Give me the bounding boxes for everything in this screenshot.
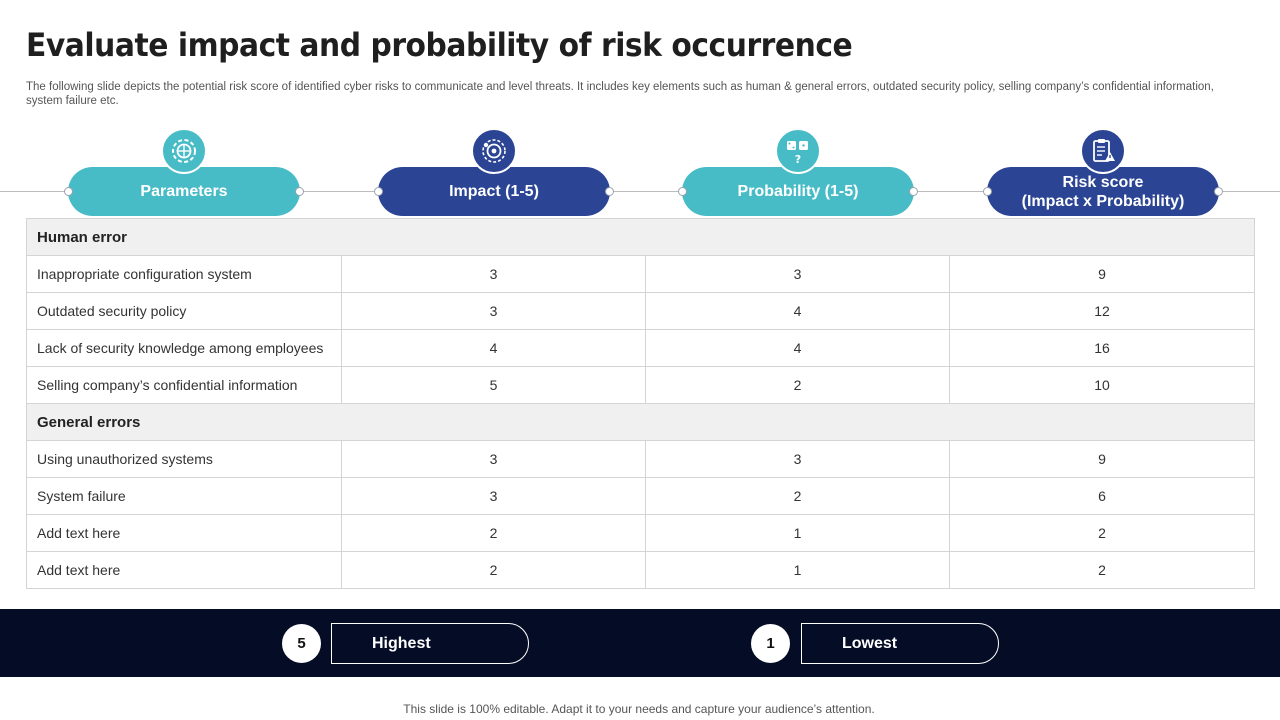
parameter-cell: Inappropriate configuration system — [26, 255, 342, 293]
header-parameters-label: Parameters — [140, 183, 228, 200]
section-title: General errors — [25, 403, 1256, 441]
table-row: System failure 3 2 6 — [26, 477, 1256, 515]
footer-note: This slide is 100% editable. Adapt it to… — [403, 702, 875, 716]
table-row: Add text here 2 1 2 — [26, 551, 1256, 589]
probability-cell: 3 — [645, 255, 950, 293]
impact-cell: 4 — [341, 329, 646, 367]
table-row: Inappropriate configuration system 3 3 9 — [26, 255, 1256, 293]
legend-highest: Highest — [331, 623, 529, 664]
parameter-cell: Add text here — [26, 514, 342, 552]
connector-dot — [374, 187, 383, 196]
table-row: Selling company’s confidential informati… — [26, 366, 1256, 404]
legend-lowest-number: 1 — [751, 624, 790, 663]
risk-score-line2: (Impact x Probability) — [1021, 192, 1185, 210]
svg-text:?: ? — [795, 153, 801, 166]
legend-highest-number: 5 — [282, 624, 321, 663]
impact-cell: 5 — [341, 366, 646, 404]
section-row: Human error — [25, 218, 1256, 256]
page-subtitle: The following slide depicts the potentia… — [26, 81, 1214, 107]
settings-gear-icon — [161, 128, 207, 174]
risk-score-cell: 2 — [948, 551, 1256, 589]
table-row: Using unauthorized systems 3 3 9 — [26, 440, 1256, 478]
risk-score-cell: 16 — [948, 329, 1256, 367]
probability-cell: 3 — [645, 440, 950, 478]
risk-score-cell: 6 — [948, 477, 1256, 515]
probability-cell: 4 — [645, 329, 950, 367]
connector-dot — [909, 187, 918, 196]
probability-cell: 1 — [645, 514, 950, 552]
connector-dot — [295, 187, 304, 196]
connector-dot — [1214, 187, 1223, 196]
table-row: Lack of security knowledge among employe… — [26, 329, 1256, 367]
header-probability-label: Probability (1-5) — [737, 183, 859, 200]
header-impact-label: Impact (1-5) — [449, 183, 539, 200]
impact-cell: 3 — [341, 292, 646, 330]
table-row: Add text here 2 1 2 — [26, 514, 1256, 552]
impact-cell: 3 — [341, 440, 646, 478]
impact-cell: 3 — [341, 255, 646, 293]
header-probability: Probability (1-5) — [678, 167, 918, 216]
clipboard-warning-icon — [1080, 128, 1126, 174]
connector-dot — [605, 187, 614, 196]
target-dartboard-icon — [471, 128, 517, 174]
probability-cell: 2 — [645, 366, 950, 404]
dice-question-icon: ? — [775, 128, 821, 174]
risk-score-cell: 10 — [948, 366, 1256, 404]
impact-cell: 3 — [341, 477, 646, 515]
header-risk-score-label: Risk score (Impact x Probability) — [1022, 173, 1185, 211]
legend-band — [0, 609, 1280, 677]
legend-lowest: Lowest — [801, 623, 999, 664]
header-parameters: Parameters — [64, 167, 304, 216]
parameter-cell: Add text here — [26, 551, 342, 589]
risk-table: Human error Inappropriate configuration … — [25, 218, 1256, 589]
probability-cell: 4 — [645, 292, 950, 330]
parameter-cell: System failure — [26, 477, 342, 515]
risk-score-cell: 9 — [948, 255, 1256, 293]
header-connector-line — [0, 191, 1280, 192]
impact-cell: 2 — [341, 551, 646, 589]
parameter-cell: Outdated security policy — [26, 292, 342, 330]
table-row: Outdated security policy 3 4 12 — [26, 292, 1256, 330]
impact-cell: 2 — [341, 514, 646, 552]
probability-cell: 2 — [645, 477, 950, 515]
section-title: Human error — [25, 218, 1256, 256]
connector-dot — [678, 187, 687, 196]
risk-score-cell: 2 — [948, 514, 1256, 552]
legend-highest-label: Highest — [372, 634, 431, 652]
parameter-cell: Selling company’s confidential informati… — [26, 366, 342, 404]
header-impact: Impact (1-5) — [374, 167, 614, 216]
parameter-cell: Lack of security knowledge among employe… — [26, 329, 342, 367]
connector-dot — [983, 187, 992, 196]
page-title: Evaluate impact and probability of risk … — [26, 26, 853, 64]
risk-score-line1: Risk score — [1062, 173, 1144, 191]
legend-lowest-label: Lowest — [842, 634, 898, 652]
section-row: General errors — [25, 403, 1256, 441]
risk-score-cell: 9 — [948, 440, 1256, 478]
connector-dot — [64, 187, 73, 196]
probability-cell: 1 — [645, 551, 950, 589]
parameter-cell: Using unauthorized systems — [26, 440, 342, 478]
risk-score-cell: 12 — [948, 292, 1256, 330]
header-risk-score: Risk score (Impact x Probability) — [983, 167, 1223, 216]
